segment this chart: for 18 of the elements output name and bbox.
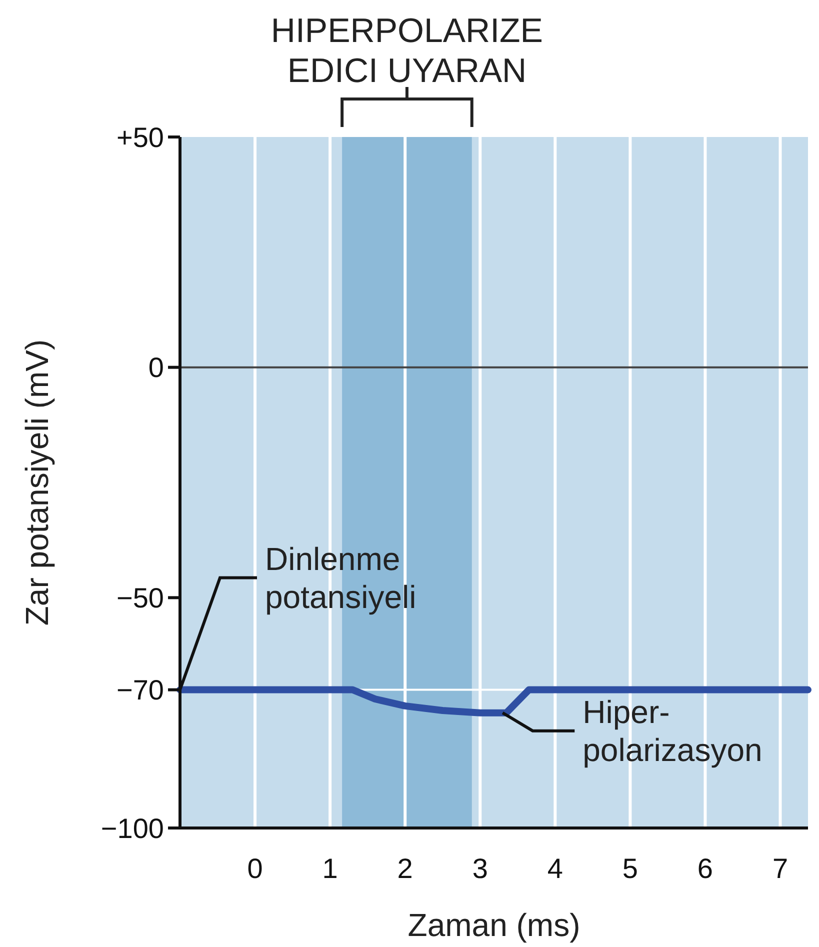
y-tick-label: +50 <box>116 122 164 153</box>
x-axis-title: Zaman (ms) <box>408 907 580 943</box>
annotation: Dinlenme potansiyeli <box>265 540 416 615</box>
x-tick-label: 4 <box>547 853 563 884</box>
annotation: Hiper- polarizasyon <box>582 694 762 768</box>
x-tick-label: 6 <box>697 853 713 884</box>
x-tick-label: 0 <box>247 853 263 884</box>
band-label: HIPERPOLARIZE EDICI UYARAN <box>270 12 544 90</box>
y-axis-title: Zar potansiyeli (mV) <box>19 339 55 626</box>
y-tick-label: −50 <box>116 582 164 614</box>
x-tick-label: 2 <box>397 853 413 884</box>
x-tick-label: 1 <box>322 853 338 884</box>
y-tick-label: 0 <box>148 352 164 384</box>
x-tick-label: 5 <box>622 853 638 884</box>
y-tick-label: −70 <box>116 674 164 706</box>
x-tick-label: 7 <box>772 853 788 884</box>
y-tick-label: −100 <box>100 812 164 844</box>
x-tick-label: 3 <box>472 853 488 884</box>
